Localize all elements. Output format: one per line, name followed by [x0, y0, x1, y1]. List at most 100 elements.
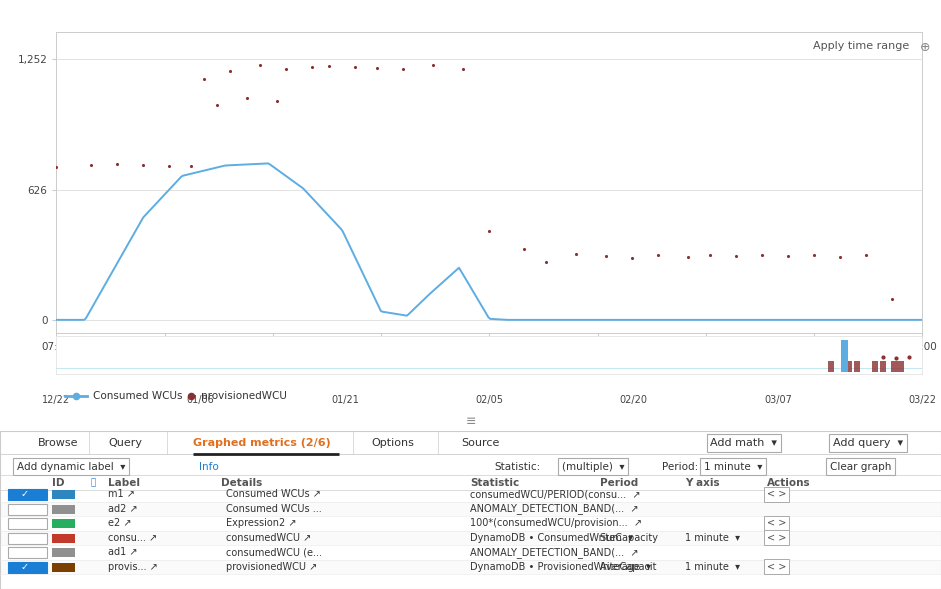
- Text: Period: Period: [600, 478, 639, 488]
- Text: e2 ↗: e2 ↗: [108, 518, 132, 528]
- Point: [196, 75, 211, 84]
- Point: [304, 62, 319, 71]
- Text: 1 minute  ▾: 1 minute ▾: [685, 533, 740, 543]
- Text: Consumed WCUs: Consumed WCUs: [93, 391, 183, 401]
- FancyBboxPatch shape: [8, 504, 47, 515]
- Text: Sum  ▾: Sum ▾: [600, 533, 633, 543]
- Text: ANOMALY_DETECTION_BAND(...  ↗: ANOMALY_DETECTION_BAND(... ↗: [470, 547, 639, 558]
- Text: m1 ↗: m1 ↗: [108, 489, 136, 499]
- Bar: [854, 360, 860, 372]
- Text: Consumed WCUs ↗: Consumed WCUs ↗: [226, 489, 321, 499]
- Text: Statistic: Statistic: [470, 478, 519, 488]
- FancyBboxPatch shape: [8, 533, 47, 544]
- Text: Graphed metrics (2/6): Graphed metrics (2/6): [193, 438, 330, 448]
- Text: ANOMALY_DETECTION_BAND(...  ↗: ANOMALY_DETECTION_BAND(... ↗: [470, 504, 639, 514]
- Point: [162, 161, 177, 170]
- Text: 01/06: 01/06: [187, 395, 215, 405]
- Text: Add math  ▾: Add math ▾: [710, 438, 777, 448]
- Text: < >: < >: [767, 489, 787, 499]
- Point: [598, 251, 614, 260]
- Bar: [846, 360, 852, 372]
- Point: [755, 250, 770, 260]
- FancyBboxPatch shape: [8, 489, 47, 500]
- Text: consumedWCU ↗: consumedWCU ↗: [226, 533, 311, 543]
- Bar: [0, 545, 941, 560]
- Text: Statistic:: Statistic:: [494, 462, 540, 472]
- Text: ⊕: ⊕: [919, 41, 930, 54]
- Point: [833, 252, 848, 262]
- Point: [425, 60, 440, 70]
- Point: [876, 352, 891, 362]
- Text: 1 minute  ▾: 1 minute ▾: [685, 562, 740, 572]
- Bar: [880, 360, 886, 372]
- Text: Clear graph: Clear graph: [830, 462, 891, 472]
- Point: [681, 252, 696, 262]
- Text: consu... ↗: consu... ↗: [108, 533, 157, 543]
- Point: [455, 64, 470, 74]
- Point: [49, 163, 64, 172]
- Point: [270, 97, 285, 106]
- Point: [888, 353, 903, 363]
- Point: [901, 352, 917, 362]
- Text: Add dynamic label  ▾: Add dynamic label ▾: [17, 462, 125, 472]
- Text: ≡: ≡: [465, 415, 476, 428]
- Point: [279, 64, 294, 74]
- Text: 02/20: 02/20: [619, 395, 647, 405]
- Point: [650, 250, 665, 259]
- Text: Period:: Period:: [662, 462, 698, 472]
- Text: < >: < >: [767, 518, 787, 528]
- Text: Consumed WCUs ...: Consumed WCUs ...: [226, 504, 322, 514]
- Text: ID: ID: [52, 478, 64, 488]
- Text: Options: Options: [372, 438, 415, 448]
- Point: [517, 244, 532, 254]
- Text: Query: Query: [108, 438, 142, 448]
- Point: [84, 160, 99, 170]
- Point: [322, 61, 337, 71]
- Bar: [52, 534, 75, 542]
- Point: [395, 64, 410, 74]
- Bar: [841, 339, 848, 372]
- Text: Actions: Actions: [767, 478, 810, 488]
- Bar: [0, 502, 941, 516]
- Point: [568, 249, 583, 258]
- Point: [109, 160, 124, 169]
- Text: Info: Info: [199, 462, 219, 472]
- Bar: [0, 531, 941, 545]
- Text: 03/22: 03/22: [908, 395, 936, 405]
- Bar: [0, 560, 941, 574]
- Point: [885, 294, 900, 304]
- FancyBboxPatch shape: [8, 562, 47, 573]
- FancyBboxPatch shape: [8, 518, 47, 530]
- Bar: [52, 519, 75, 528]
- Point: [806, 250, 821, 259]
- Text: 100*(consumedWCU/provision...  ↗: 100*(consumedWCU/provision... ↗: [470, 518, 643, 528]
- Text: consumedWCU (e...: consumedWCU (e...: [226, 547, 322, 557]
- Bar: [52, 505, 75, 514]
- Point: [222, 67, 237, 76]
- Text: ad2 ↗: ad2 ↗: [108, 504, 137, 514]
- Text: 1 minute  ▾: 1 minute ▾: [704, 462, 762, 472]
- Bar: [828, 360, 835, 372]
- Point: [780, 252, 795, 261]
- Text: 01/21: 01/21: [331, 395, 359, 405]
- Bar: [0, 516, 941, 531]
- Point: [183, 161, 199, 171]
- Point: [858, 250, 873, 260]
- Point: [69, 392, 84, 401]
- Text: Details: Details: [221, 478, 263, 488]
- Text: Expression2 ↗: Expression2 ↗: [226, 518, 296, 528]
- Text: 02/05: 02/05: [475, 395, 503, 405]
- Bar: [52, 563, 75, 572]
- Point: [347, 62, 362, 71]
- Text: 12/22: 12/22: [42, 395, 71, 405]
- Bar: [891, 360, 898, 372]
- Bar: [52, 490, 75, 499]
- Text: Apply time range: Apply time range: [813, 41, 909, 51]
- Point: [728, 252, 743, 261]
- Point: [625, 253, 640, 263]
- Text: ✓: ✓: [21, 562, 29, 572]
- Text: (multiple)  ▾: (multiple) ▾: [562, 462, 625, 472]
- Point: [136, 160, 151, 170]
- Point: [239, 94, 254, 103]
- Point: [252, 60, 267, 70]
